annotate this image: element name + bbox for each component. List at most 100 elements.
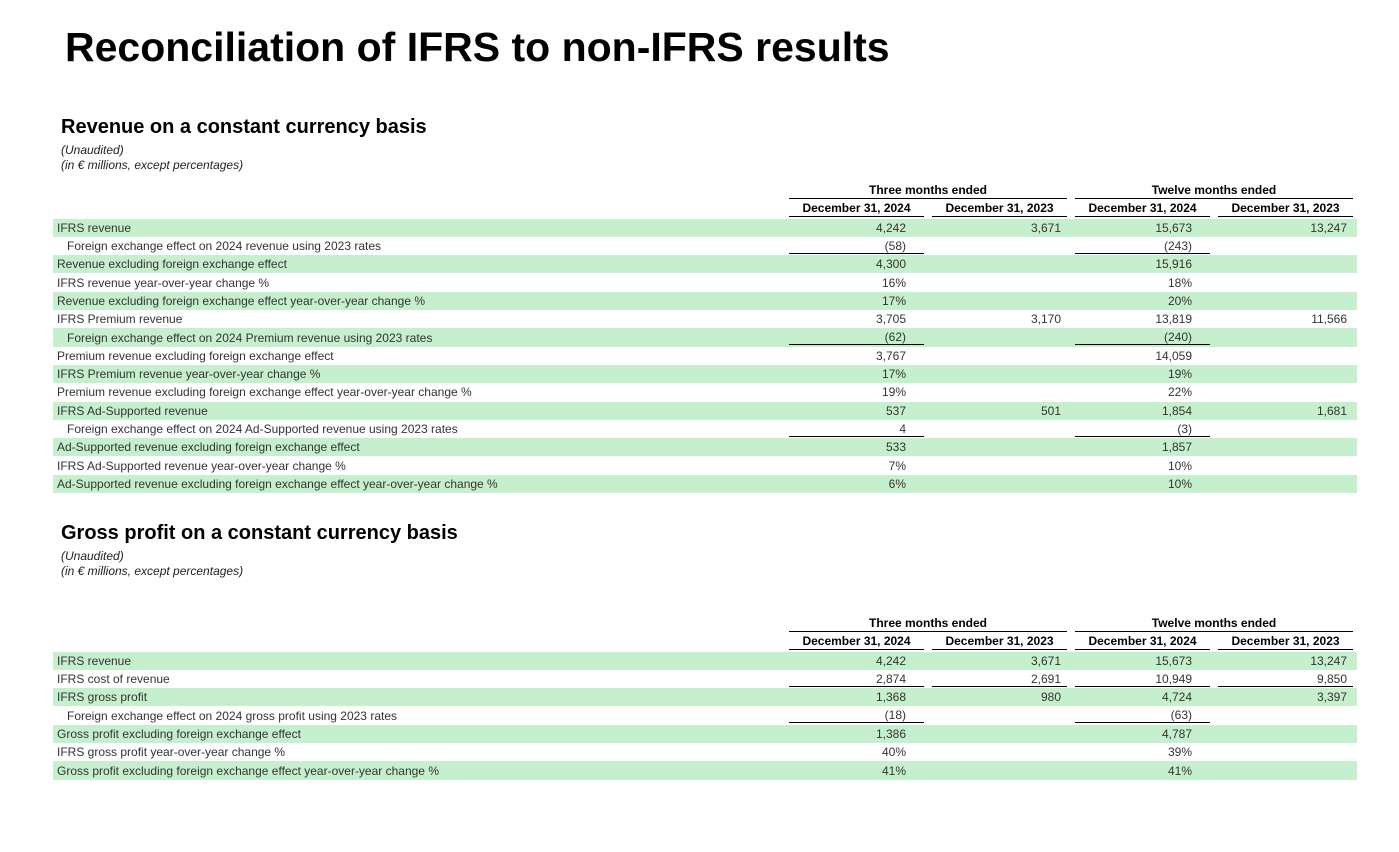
cell: 17% xyxy=(785,364,928,384)
row: IFRS cost of revenue 2,874 2,691 10,949 9,85… xyxy=(53,670,1357,688)
cell xyxy=(928,364,1072,384)
cell-value: 2,874 xyxy=(789,672,924,687)
cell: 1,681 xyxy=(1214,401,1358,420)
cell: 11,566 xyxy=(1214,310,1357,328)
cell xyxy=(1214,328,1358,347)
cell: 4,724 xyxy=(1071,688,1215,707)
cell: 16% xyxy=(785,273,928,291)
row: IFRS Ad-Supported revenue year-over-year… xyxy=(53,456,1357,474)
cell-value: (62) xyxy=(789,330,924,346)
row: Foreign exchange effect on 2024 Premium … xyxy=(53,328,1358,347)
cell: (240) xyxy=(1071,328,1215,347)
page-title: Reconciliation of IFRS to non-IFRS resul… xyxy=(65,24,890,70)
row: Foreign exchange effect on 2024 revenue … xyxy=(53,237,1357,255)
column-header: December 31, 2024 xyxy=(1071,200,1214,218)
cell-value: 4,242 xyxy=(875,653,906,668)
cell: 13,247 xyxy=(1214,651,1358,670)
cell: 15,916 xyxy=(1071,255,1215,274)
row-label: Gross profit excluding foreign exchange … xyxy=(53,761,785,780)
cell xyxy=(928,438,1072,457)
cell: (62) xyxy=(785,328,928,347)
cell: 4,242 xyxy=(785,651,928,670)
cell xyxy=(928,383,1071,401)
cell: 19% xyxy=(785,383,928,401)
column-header-text: December 31, 2024 xyxy=(789,201,924,218)
cell-value: 501 xyxy=(1040,403,1062,418)
cell-value: 16% xyxy=(881,275,906,290)
cell-value: 9,850 xyxy=(1218,672,1354,687)
column-header: December 31, 2023 xyxy=(1214,633,1357,651)
cell-value: 1,854 xyxy=(1161,403,1193,418)
row: IFRS Ad-Supported revenue 537 501 1,854 1,68… xyxy=(53,401,1358,420)
cell-value: 1,857 xyxy=(1161,440,1193,455)
cell xyxy=(1214,724,1358,744)
cell xyxy=(928,706,1071,724)
cell-value: 39% xyxy=(1167,745,1193,760)
cell: 2,874 xyxy=(785,670,928,688)
cell xyxy=(1214,474,1358,494)
row-label: IFRS cost of revenue xyxy=(57,672,170,687)
cell: 40% xyxy=(785,743,928,761)
column-header: December 31, 2024 xyxy=(1071,633,1214,651)
cell: (3) xyxy=(1071,420,1214,438)
section-title: Gross profit on a constant currency basi… xyxy=(61,522,458,544)
row: IFRS revenue year-over-year change % 16% 1… xyxy=(53,273,1357,291)
cell: 10% xyxy=(1071,456,1214,474)
column-header: December 31, 2023 xyxy=(928,200,1071,218)
row-label: Foreign exchange effect on 2024 gross pr… xyxy=(67,708,397,723)
cell-value: (3) xyxy=(1075,422,1211,437)
row-label: Premium revenue excluding foreign exchan… xyxy=(57,348,334,363)
cell-value: 18% xyxy=(1167,275,1193,290)
cell-value: (240) xyxy=(1075,330,1211,346)
cell: 4 xyxy=(785,420,928,438)
row: Revenue excluding foreign exchange effec… xyxy=(53,291,1358,311)
group-header: Twelve months ended xyxy=(1071,615,1357,633)
cell-value: 3,671 xyxy=(1030,220,1062,235)
column-header-text: December 31, 2023 xyxy=(932,634,1068,651)
row-label: IFRS Ad-Supported revenue xyxy=(53,401,785,420)
group-header-row: Three months ended Twelve months ended xyxy=(53,182,1357,200)
column-header-text: December 31, 2024 xyxy=(789,634,924,651)
cell-value: 4 xyxy=(789,422,924,437)
cell: 3,671 xyxy=(928,218,1072,237)
row-label: Revenue excluding foreign exchange effec… xyxy=(53,255,785,274)
cell xyxy=(928,273,1071,291)
group-header: Twelve months ended xyxy=(1071,182,1357,200)
cell: 1,857 xyxy=(1071,438,1215,457)
row: Gross profit excluding foreign exchange … xyxy=(53,761,1358,780)
cell-value: 15,916 xyxy=(1155,257,1193,272)
cell xyxy=(928,456,1071,474)
cell: 9,850 xyxy=(1214,670,1357,688)
group-header-row: Three months ended Twelve months ended xyxy=(53,615,1357,633)
row: Foreign exchange effect on 2024 Ad-Suppo… xyxy=(53,420,1357,438)
cell xyxy=(1214,273,1357,291)
group-header-text: Twelve months ended xyxy=(1075,183,1354,200)
cell-value: 10,949 xyxy=(1075,672,1211,687)
cell: 19% xyxy=(1071,364,1215,384)
cell xyxy=(928,237,1071,255)
row-label: IFRS gross profit year-over-year change … xyxy=(57,745,286,760)
cell xyxy=(1214,420,1357,438)
cell: 3,767 xyxy=(785,347,928,365)
cell: (18) xyxy=(785,706,928,724)
row-label: Ad-Supported revenue excluding foreign e… xyxy=(53,474,785,494)
column-header: December 31, 2023 xyxy=(1214,200,1357,218)
row-label: Gross profit excluding foreign exchange … xyxy=(53,724,785,744)
table-body: IFRS revenue 4,242 3,671 15,673 13,247 Foreig… xyxy=(53,218,1358,494)
cell xyxy=(1214,706,1357,724)
group-header-text: Three months ended xyxy=(789,183,1068,200)
cell-value: 2,691 xyxy=(932,672,1068,687)
note: (Unaudited) xyxy=(61,549,124,563)
cell-value: 41% xyxy=(1167,763,1193,778)
cell: 10,949 xyxy=(1071,670,1214,688)
section-title: Revenue on a constant currency basis xyxy=(61,116,427,138)
blank xyxy=(53,200,785,218)
cell: 1,386 xyxy=(785,724,928,744)
row: Revenue excluding foreign exchange effec… xyxy=(53,255,1358,274)
cell-value: 11,566 xyxy=(1311,312,1348,327)
row-label: IFRS revenue year-over-year change % xyxy=(57,275,270,290)
group-header-text: Three months ended xyxy=(789,616,1068,633)
section: Gross profit on a constant currency basi… xyxy=(53,522,1359,780)
cell-value: 19% xyxy=(881,385,906,400)
cell: 17% xyxy=(785,291,928,311)
